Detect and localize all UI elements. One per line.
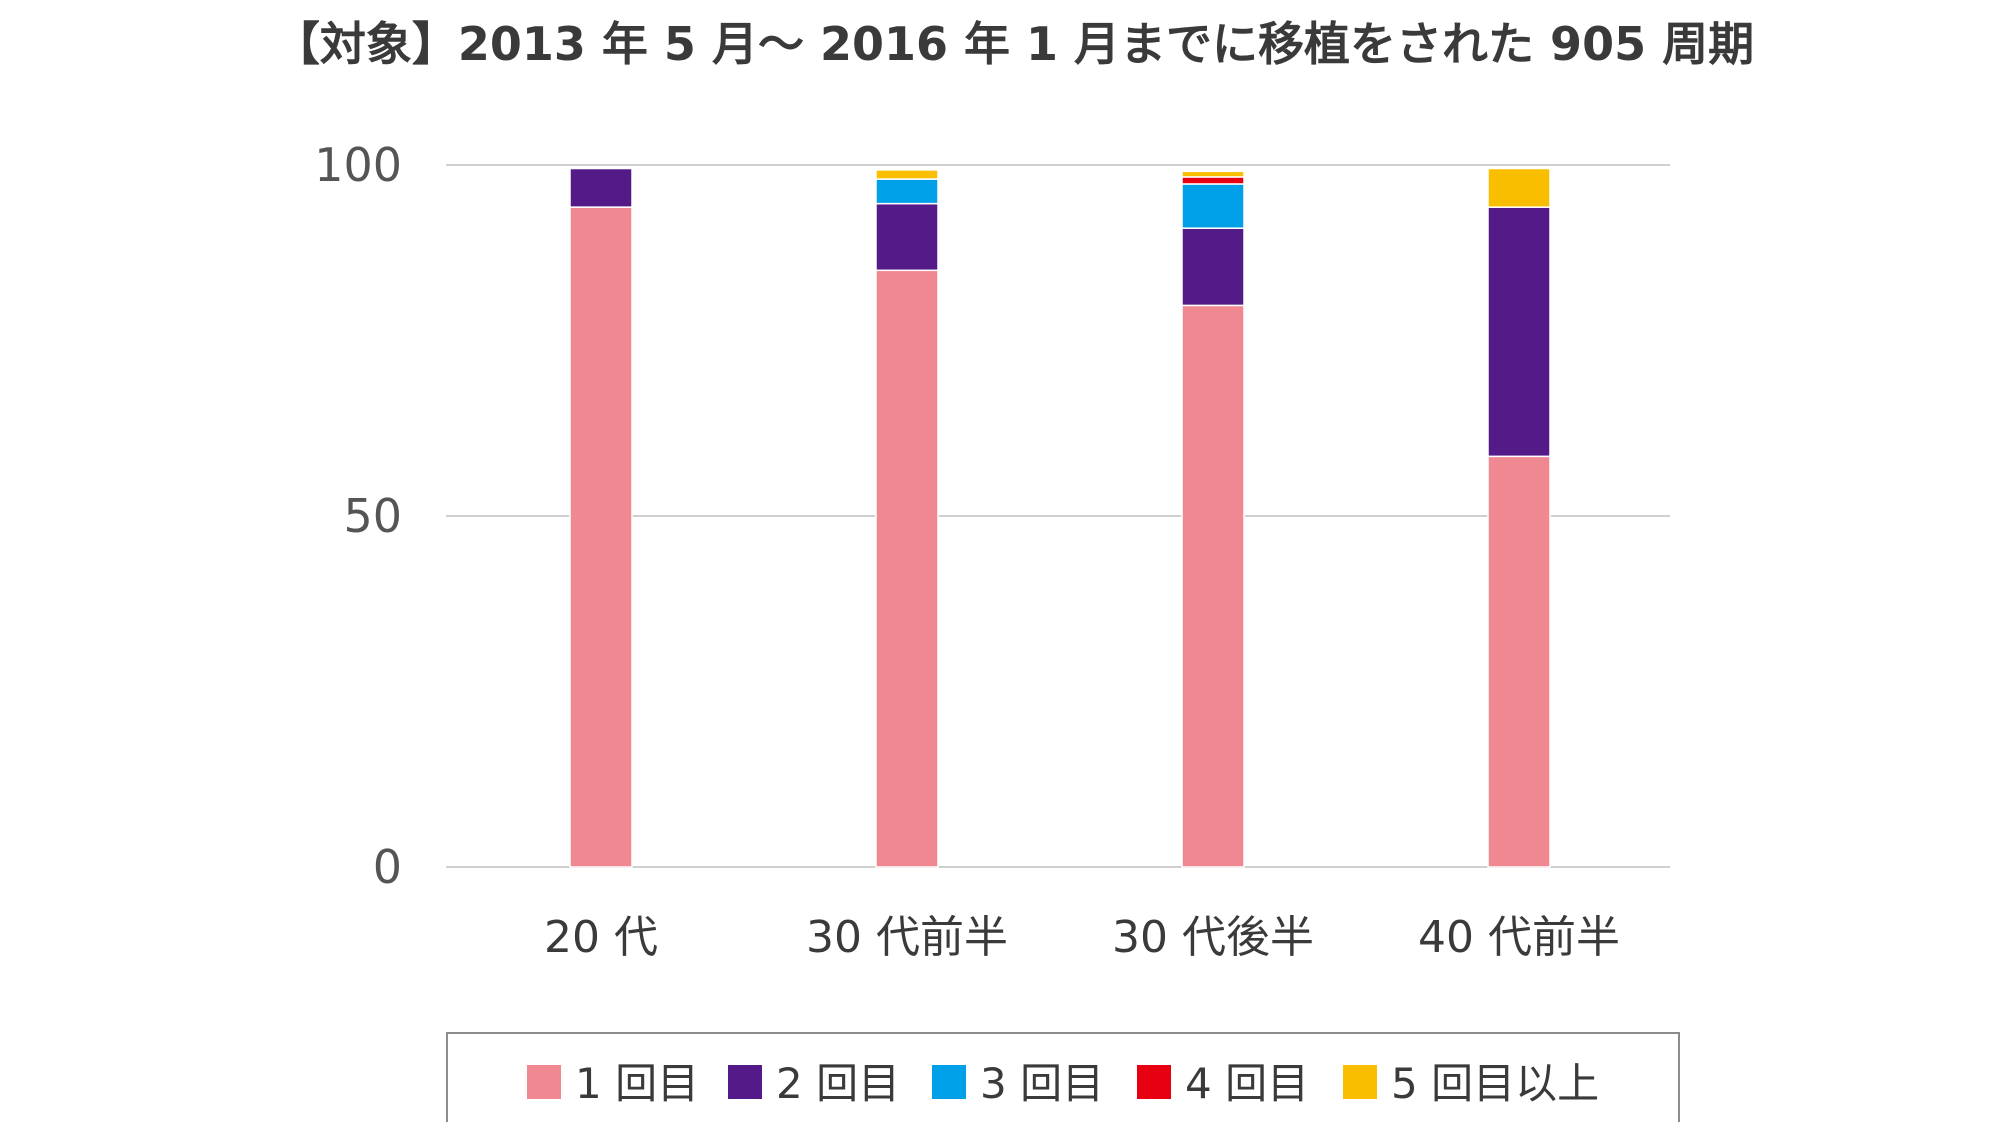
- bar-segment: [875, 169, 939, 180]
- y-tick-label: 0: [373, 840, 402, 894]
- legend-label: 4 回目: [1185, 1059, 1309, 1108]
- x-axis-ticks: 20 代 30 代前半 30 代後半 40 代前半: [544, 912, 1620, 963]
- chart-title: 【対象】2013 年 5 月〜 2016 年 1 月までに移植をされた 905 …: [274, 17, 1754, 71]
- y-tick-label: 100: [314, 138, 402, 192]
- x-tick-label: 20 代: [544, 912, 658, 963]
- legend-swatch: [1137, 1065, 1171, 1099]
- bar-segment: [875, 202, 939, 272]
- bar-segment: [569, 167, 633, 208]
- bars: [569, 167, 1551, 868]
- bar-segment: [875, 178, 939, 205]
- legend: 1 回目 2 回目 3 回目 4 回目 5 回目以上: [527, 1059, 1599, 1108]
- legend-label: 5 回目以上: [1391, 1059, 1599, 1108]
- legend-label: 3 回目: [980, 1059, 1104, 1108]
- bar-segment: [1487, 455, 1551, 868]
- bar-segment: [1181, 227, 1245, 307]
- x-tick-label: 30 代前半: [806, 912, 1008, 963]
- y-axis-ticks: 0 50 100: [314, 138, 402, 894]
- bar-segment: [1181, 170, 1245, 178]
- bar-segment: [1487, 167, 1551, 208]
- bar-segment: [569, 206, 633, 868]
- bar-segment: [1181, 304, 1245, 868]
- legend-swatch: [1343, 1065, 1377, 1099]
- x-tick-label: 30 代後半: [1112, 912, 1314, 963]
- legend-label: 2 回目: [776, 1059, 900, 1108]
- legend-swatch: [932, 1065, 966, 1099]
- legend-swatch: [728, 1065, 762, 1099]
- bar-segment: [1181, 183, 1245, 229]
- x-tick-label: 40 代前半: [1418, 912, 1620, 963]
- legend-box: [446, 1032, 1680, 1122]
- bar-segment: [1487, 206, 1551, 458]
- grid: [446, 164, 1670, 868]
- legend-label: 1 回目: [575, 1059, 699, 1108]
- legend-swatch: [527, 1065, 561, 1099]
- bar-segment: [1181, 176, 1245, 185]
- y-tick-label: 50: [343, 489, 402, 543]
- bar-segment: [875, 269, 939, 868]
